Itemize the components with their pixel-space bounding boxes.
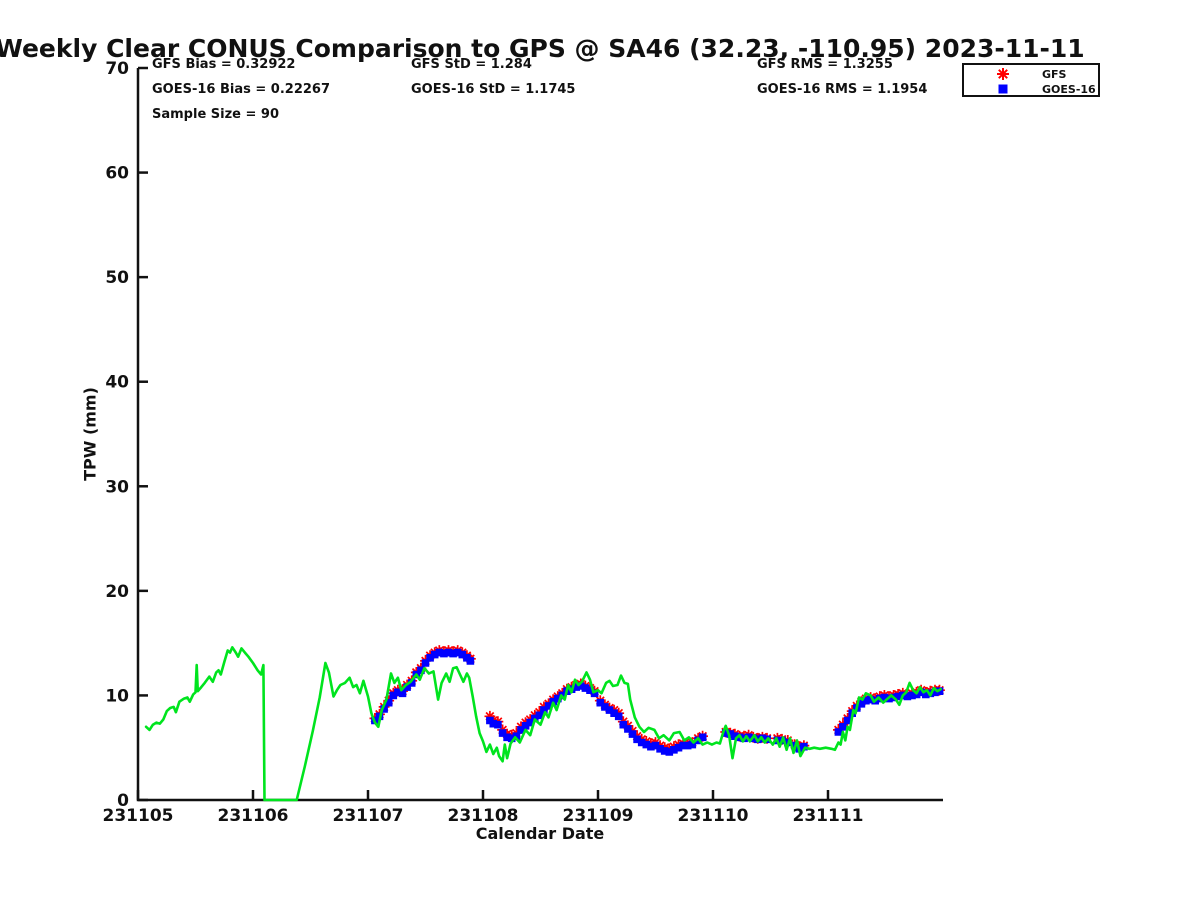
x-tick-label: 231107 bbox=[333, 806, 404, 826]
legend-label-gfs: GFS bbox=[1042, 67, 1067, 81]
y-tick-label: 40 bbox=[105, 373, 129, 393]
y-axis-label: TPW (mm) bbox=[80, 387, 100, 481]
goes16-square-icon bbox=[994, 81, 1012, 97]
x-axis-label: Calendar Date bbox=[475, 824, 605, 843]
legend-box: GFS GOES-16 bbox=[962, 63, 1100, 97]
x-tick-label: 231111 bbox=[793, 806, 864, 826]
y-tick-label: 0 bbox=[117, 791, 129, 811]
stat-sample-size: Sample Size = 90 bbox=[152, 107, 280, 122]
x-tick-label: 231108 bbox=[448, 806, 519, 826]
stat-gfs-std: GFS StD = 1.284 bbox=[411, 57, 532, 72]
y-tick-label: 10 bbox=[105, 686, 129, 706]
chart-title: Weekly Clear CONUS Comparison to GPS @ S… bbox=[0, 34, 1085, 63]
goes16-square-markers bbox=[371, 648, 944, 756]
stat-goes16-bias: GOES-16 Bias = 0.22267 bbox=[152, 82, 331, 97]
x-tick-label: 231110 bbox=[678, 806, 749, 826]
stat-goes16-std: GOES-16 StD = 1.1745 bbox=[411, 82, 576, 97]
gfs-asterisk-icon bbox=[994, 66, 1012, 82]
y-tick-label: 30 bbox=[105, 477, 129, 497]
stat-gfs-bias: GFS Bias = 0.32922 bbox=[152, 57, 296, 72]
legend-label-goes16: GOES-16 bbox=[1042, 82, 1096, 96]
gps-line bbox=[144, 646, 942, 802]
x-tick-label: 231106 bbox=[218, 806, 289, 826]
y-tick-label: 60 bbox=[105, 164, 129, 184]
stat-gfs-rms: GFS RMS = 1.3255 bbox=[757, 57, 893, 72]
x-tick-label: 231109 bbox=[563, 806, 634, 826]
stat-goes16-rms: GOES-16 RMS = 1.1954 bbox=[757, 82, 928, 97]
y-tick-label: 70 bbox=[105, 59, 129, 79]
axis-spines bbox=[136, 68, 943, 802]
y-tick-label: 20 bbox=[105, 582, 129, 602]
x-tick-label: 231105 bbox=[103, 806, 174, 826]
y-tick-label: 50 bbox=[105, 268, 129, 288]
